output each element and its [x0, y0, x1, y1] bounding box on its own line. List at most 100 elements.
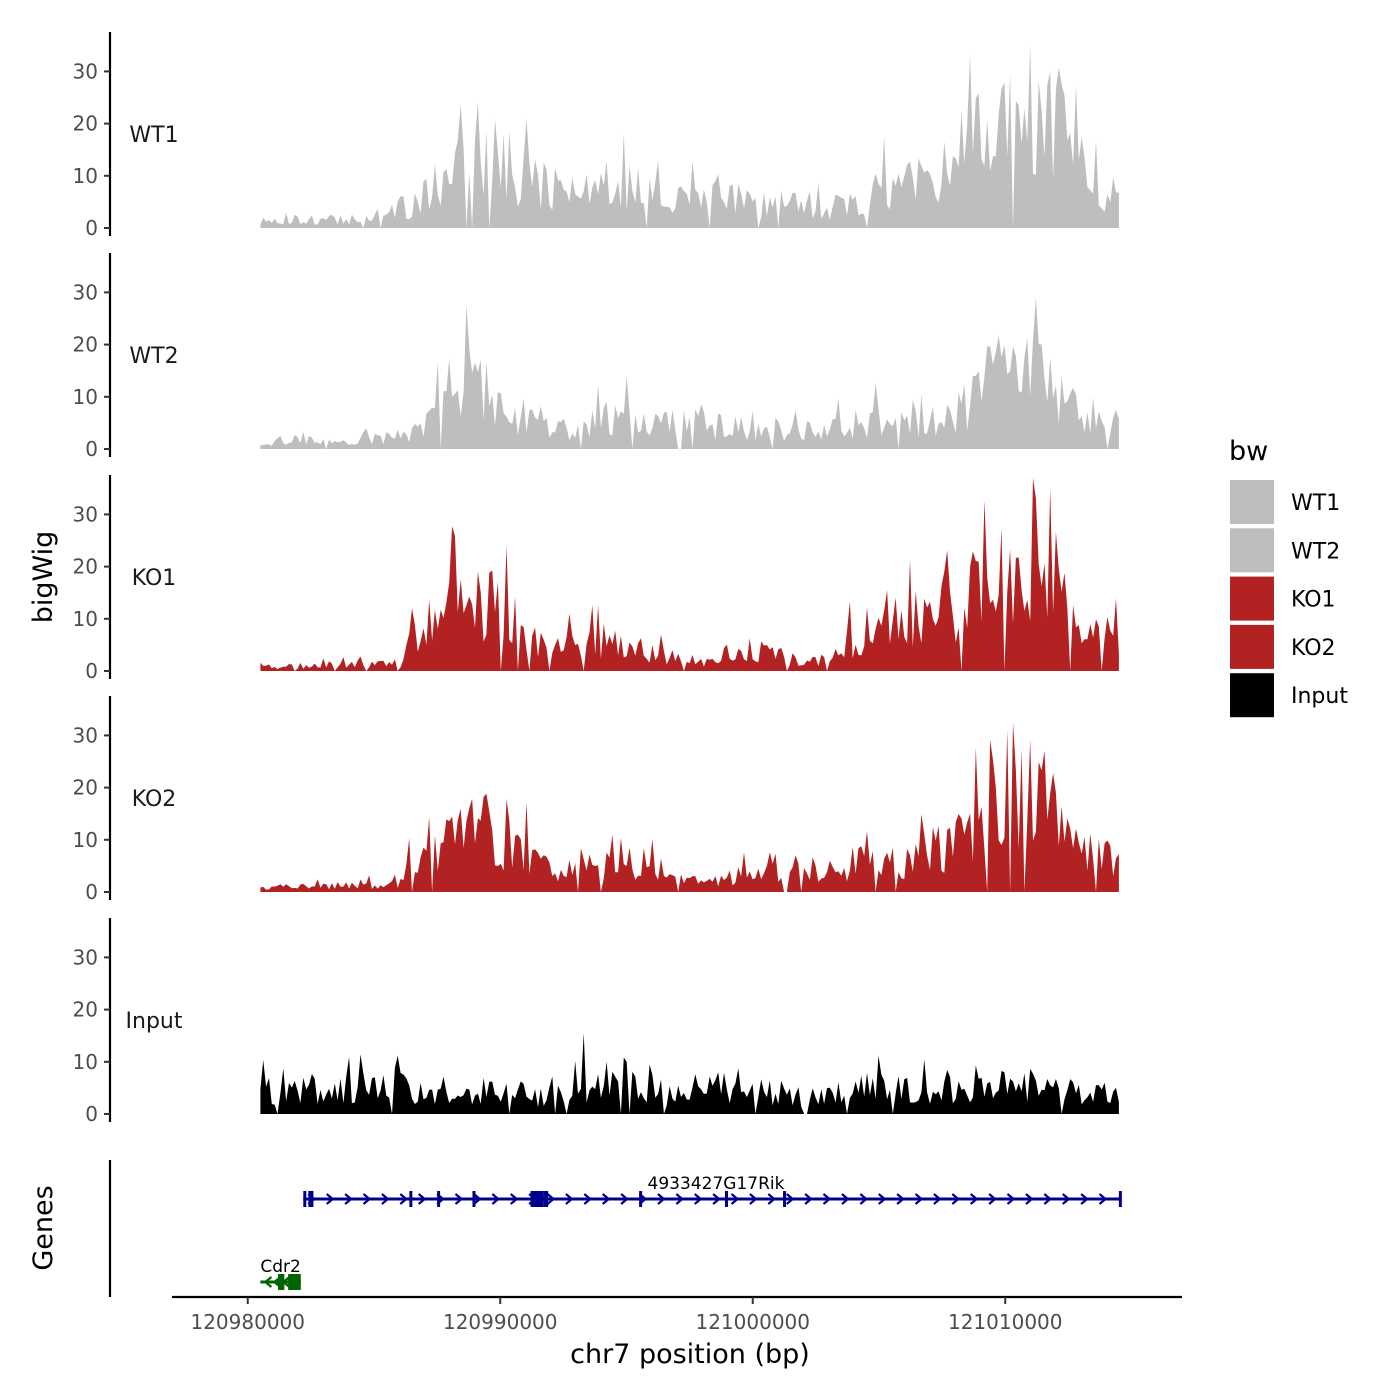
- legend-swatch-wt2: [1230, 528, 1274, 573]
- strand-arrow: [583, 1193, 593, 1205]
- x-tick-label: 120980000: [190, 1310, 305, 1334]
- x-tick-label: 120990000: [443, 1310, 558, 1334]
- strand-arrow: [601, 1193, 611, 1205]
- legend: bw WT1 WT2 KO1 KO2 Input: [1229, 436, 1348, 718]
- y-tick-label: 20: [73, 112, 98, 136]
- strand-arrow: [1098, 1193, 1108, 1205]
- y-axis-title: bigWig: [28, 531, 59, 624]
- y-tick-label: 20: [73, 555, 98, 579]
- track-ko2: 0 10 20 30 KO2: [73, 696, 1119, 904]
- strand-arrow: [951, 1193, 961, 1205]
- strand-arrow: [933, 1193, 942, 1205]
- strand-arrow: [263, 1276, 273, 1288]
- strand-arrow: [841, 1193, 850, 1205]
- gene-label: 4933427G17Rik: [648, 1174, 785, 1194]
- exon: [1118, 1191, 1122, 1207]
- strand-arrow: [454, 1193, 464, 1205]
- y-tick-label: 30: [73, 59, 98, 83]
- coverage-area-wt1: [260, 45, 1119, 228]
- exon: [472, 1191, 476, 1207]
- y-tick-label: 10: [73, 164, 98, 188]
- y-tick-label: 10: [73, 607, 98, 631]
- exon: [639, 1191, 643, 1207]
- track-wt1: 0 10 20 30 WT1: [73, 32, 1119, 240]
- strand-arrow: [344, 1193, 353, 1205]
- legend-label-ko2: KO2: [1291, 636, 1336, 661]
- legend-swatch-wt1: [1230, 480, 1274, 524]
- y-tick-label: 20: [73, 998, 98, 1022]
- y-tick-label: 30: [73, 945, 98, 969]
- track-label: WT1: [129, 123, 178, 148]
- track-input: 0 10 20 30 Input: [73, 918, 1119, 1126]
- track-ko1: 0 10 20 30 KO1: [73, 475, 1119, 683]
- strand-arrow: [804, 1193, 813, 1205]
- strand-arrow: [491, 1193, 501, 1205]
- strand-arrow: [1025, 1193, 1034, 1205]
- strand-arrow: [767, 1193, 777, 1205]
- exon: [543, 1191, 549, 1207]
- y-tick-label: 0: [85, 659, 98, 683]
- strand-arrow: [417, 1193, 427, 1205]
- strand-arrow: [859, 1193, 869, 1205]
- y-tick-label: 0: [85, 437, 98, 461]
- signal-tracks: 0 10 20 30 WT1 0 10 20 30 WT2 0 10 20 30 KO1 0 10 20 30 KO2…: [73, 32, 1119, 1126]
- strand-arrow: [785, 1193, 795, 1205]
- exon: [288, 1274, 301, 1290]
- strand-arrow: [362, 1193, 372, 1205]
- strand-arrow: [399, 1193, 409, 1205]
- y-tick-label: 20: [73, 333, 98, 357]
- x-tick-label: 121010000: [948, 1310, 1063, 1334]
- coverage-area-input: [260, 1033, 1119, 1114]
- legend-label-wt2: WT2: [1291, 539, 1340, 564]
- exon: [724, 1191, 728, 1207]
- strand-arrow: [657, 1193, 666, 1205]
- coverage-area-ko2: [260, 722, 1119, 892]
- strand-arrow: [693, 1193, 703, 1205]
- strand-arrow: [749, 1193, 758, 1205]
- strand-arrow: [877, 1193, 887, 1205]
- track-label: Input: [126, 1009, 183, 1034]
- strand-arrow: [620, 1193, 629, 1205]
- strand-arrow: [896, 1193, 905, 1205]
- legend-title: bw: [1229, 436, 1268, 467]
- strand-arrow: [381, 1193, 390, 1205]
- strand-arrow: [712, 1193, 721, 1205]
- y-tick-label: 0: [85, 1102, 98, 1126]
- coverage-area-ko1: [260, 477, 1119, 671]
- gene-cdr2: Cdr2: [260, 1257, 301, 1290]
- legend-label-wt1: WT1: [1291, 491, 1340, 516]
- gene-label: Cdr2: [260, 1257, 300, 1277]
- x-axis: 120980000 120990000 121000000 121010000: [172, 1295, 1182, 1334]
- strand-arrow: [730, 1193, 740, 1205]
- exon: [278, 1274, 285, 1290]
- legend-label-input: Input: [1291, 684, 1348, 709]
- exon: [783, 1191, 787, 1207]
- strand-arrow: [325, 1193, 335, 1205]
- y-tick-label: 20: [73, 776, 98, 800]
- track-label: KO2: [132, 787, 177, 812]
- strand-arrow: [1043, 1193, 1053, 1205]
- strand-arrow: [822, 1193, 832, 1205]
- strand-arrow: [988, 1193, 997, 1205]
- x-axis-title: chr7 position (bp): [570, 1339, 810, 1370]
- y-tick-label: 10: [73, 828, 98, 852]
- y-tick-label: 30: [73, 723, 98, 747]
- strand-arrow: [473, 1193, 482, 1205]
- legend-label-ko1: KO1: [1291, 588, 1336, 613]
- gene-4933427g17rik: 4933427G17Rik: [303, 1174, 1122, 1207]
- strand-arrow: [1006, 1193, 1016, 1205]
- y-tick-label: 10: [73, 1050, 98, 1074]
- coverage-area-wt2: [260, 297, 1119, 449]
- strand-arrow: [1061, 1193, 1071, 1205]
- y-tick-label: 30: [73, 280, 98, 304]
- x-tick-label: 121000000: [695, 1310, 810, 1334]
- genes-track-title: Genes: [28, 1185, 59, 1270]
- strand-arrow: [1080, 1193, 1089, 1205]
- legend-swatch-input: [1230, 673, 1274, 718]
- exon: [303, 1191, 307, 1207]
- y-tick-label: 10: [73, 385, 98, 409]
- exon: [530, 1191, 544, 1207]
- exon: [409, 1191, 413, 1207]
- strand-arrow: [565, 1193, 574, 1205]
